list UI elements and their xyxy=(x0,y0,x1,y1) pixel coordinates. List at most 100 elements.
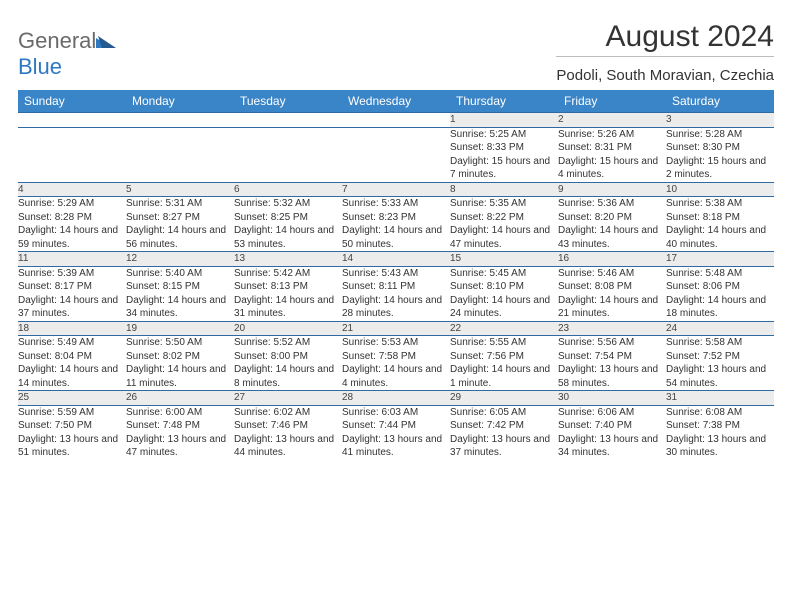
day-info-line: Sunset: 8:13 PM xyxy=(234,280,342,294)
day-number: 6 xyxy=(234,182,342,197)
day-info xyxy=(126,127,234,182)
day-info: Sunrise: 5:59 AMSunset: 7:50 PMDaylight:… xyxy=(18,405,126,460)
day-number: 10 xyxy=(666,182,774,197)
daynum-row: 18192021222324 xyxy=(18,321,774,336)
day-info-line: Daylight: 14 hours and 18 minutes. xyxy=(666,294,774,321)
day-info-line: Daylight: 13 hours and 41 minutes. xyxy=(342,433,450,460)
day-info-line: Sunrise: 6:00 AM xyxy=(126,406,234,420)
day-info: Sunrise: 6:02 AMSunset: 7:46 PMDaylight:… xyxy=(234,405,342,460)
day-info: Sunrise: 5:50 AMSunset: 8:02 PMDaylight:… xyxy=(126,336,234,391)
day-info-line: Sunset: 8:25 PM xyxy=(234,211,342,225)
day-info-line: Sunrise: 5:53 AM xyxy=(342,336,450,350)
day-number: 9 xyxy=(558,182,666,197)
day-info-line: Daylight: 13 hours and 47 minutes. xyxy=(126,433,234,460)
day-info-line: Daylight: 13 hours and 44 minutes. xyxy=(234,433,342,460)
day-info-line: Sunset: 8:20 PM xyxy=(558,211,666,225)
day-info: Sunrise: 5:32 AMSunset: 8:25 PMDaylight:… xyxy=(234,197,342,252)
month-title: August 2024 xyxy=(556,20,774,54)
day-info: Sunrise: 5:31 AMSunset: 8:27 PMDaylight:… xyxy=(126,197,234,252)
day-info: Sunrise: 5:33 AMSunset: 8:23 PMDaylight:… xyxy=(342,197,450,252)
day-number: 28 xyxy=(342,391,450,406)
day-info-line: Sunset: 8:30 PM xyxy=(666,141,774,155)
day-info: Sunrise: 5:28 AMSunset: 8:30 PMDaylight:… xyxy=(666,127,774,182)
day-info: Sunrise: 5:26 AMSunset: 8:31 PMDaylight:… xyxy=(558,127,666,182)
day-info-line: Sunset: 8:22 PM xyxy=(450,211,558,225)
day-number: 16 xyxy=(558,252,666,267)
day-info-line: Sunrise: 5:48 AM xyxy=(666,267,774,281)
day-info-line: Daylight: 13 hours and 30 minutes. xyxy=(666,433,774,460)
day-info-line: Sunrise: 6:08 AM xyxy=(666,406,774,420)
day-info-line: Daylight: 14 hours and 31 minutes. xyxy=(234,294,342,321)
day-info: Sunrise: 6:05 AMSunset: 7:42 PMDaylight:… xyxy=(450,405,558,460)
day-info-line: Sunrise: 5:38 AM xyxy=(666,197,774,211)
day-info-line: Daylight: 14 hours and 53 minutes. xyxy=(234,224,342,251)
day-info-line: Sunrise: 6:06 AM xyxy=(558,406,666,420)
day-info: Sunrise: 5:46 AMSunset: 8:08 PMDaylight:… xyxy=(558,266,666,321)
day-number: 26 xyxy=(126,391,234,406)
day-number: 19 xyxy=(126,321,234,336)
day-number: 30 xyxy=(558,391,666,406)
day-number: 21 xyxy=(342,321,450,336)
daynum-row: 25262728293031 xyxy=(18,391,774,406)
day-number: 17 xyxy=(666,252,774,267)
day-info-line: Daylight: 13 hours and 51 minutes. xyxy=(18,433,126,460)
day-info: Sunrise: 6:00 AMSunset: 7:48 PMDaylight:… xyxy=(126,405,234,460)
day-info-line: Sunrise: 5:56 AM xyxy=(558,336,666,350)
day-info-line: Sunrise: 5:26 AM xyxy=(558,128,666,142)
day-info-line: Sunset: 7:38 PM xyxy=(666,419,774,433)
day-info: Sunrise: 5:49 AMSunset: 8:04 PMDaylight:… xyxy=(18,336,126,391)
day-info-line: Sunrise: 5:35 AM xyxy=(450,197,558,211)
day-info-line: Daylight: 14 hours and 28 minutes. xyxy=(342,294,450,321)
day-info-line: Daylight: 14 hours and 43 minutes. xyxy=(558,224,666,251)
day-info-line: Sunset: 8:11 PM xyxy=(342,280,450,294)
day-number xyxy=(126,113,234,128)
day-info-line: Sunrise: 5:49 AM xyxy=(18,336,126,350)
logo-word-blue: Blue xyxy=(18,54,62,79)
day-info-line: Sunrise: 5:59 AM xyxy=(18,406,126,420)
day-info: Sunrise: 5:35 AMSunset: 8:22 PMDaylight:… xyxy=(450,197,558,252)
day-info: Sunrise: 5:55 AMSunset: 7:56 PMDaylight:… xyxy=(450,336,558,391)
day-number: 15 xyxy=(450,252,558,267)
location: Podoli, South Moravian, Czechia xyxy=(556,67,774,84)
info-row: Sunrise: 5:25 AMSunset: 8:33 PMDaylight:… xyxy=(18,127,774,182)
day-info-line: Sunset: 7:56 PM xyxy=(450,350,558,364)
day-info: Sunrise: 5:48 AMSunset: 8:06 PMDaylight:… xyxy=(666,266,774,321)
info-row: Sunrise: 5:49 AMSunset: 8:04 PMDaylight:… xyxy=(18,336,774,391)
info-row: Sunrise: 5:59 AMSunset: 7:50 PMDaylight:… xyxy=(18,405,774,460)
day-number: 25 xyxy=(18,391,126,406)
day-info-line: Sunrise: 5:45 AM xyxy=(450,267,558,281)
day-info-line: Sunrise: 5:36 AM xyxy=(558,197,666,211)
day-number: 27 xyxy=(234,391,342,406)
day-number: 22 xyxy=(450,321,558,336)
day-info-line: Sunrise: 5:52 AM xyxy=(234,336,342,350)
day-info: Sunrise: 5:38 AMSunset: 8:18 PMDaylight:… xyxy=(666,197,774,252)
logo-triangle-icon xyxy=(96,28,118,54)
logo: GeneralBlue xyxy=(18,20,118,80)
day-info-line: Sunset: 7:52 PM xyxy=(666,350,774,364)
day-info-line: Sunset: 7:46 PM xyxy=(234,419,342,433)
day-info-line: Daylight: 14 hours and 56 minutes. xyxy=(126,224,234,251)
day-info: Sunrise: 5:39 AMSunset: 8:17 PMDaylight:… xyxy=(18,266,126,321)
calendar-table: Sunday Monday Tuesday Wednesday Thursday… xyxy=(18,90,774,460)
day-info-line: Daylight: 14 hours and 50 minutes. xyxy=(342,224,450,251)
day-info-line: Daylight: 14 hours and 14 minutes. xyxy=(18,363,126,390)
day-info-line: Sunset: 7:44 PM xyxy=(342,419,450,433)
day-number xyxy=(342,113,450,128)
day-info-line: Daylight: 14 hours and 4 minutes. xyxy=(342,363,450,390)
day-info-line: Daylight: 14 hours and 24 minutes. xyxy=(450,294,558,321)
day-info-line: Sunrise: 5:28 AM xyxy=(666,128,774,142)
day-info-line: Daylight: 14 hours and 47 minutes. xyxy=(450,224,558,251)
day-info: Sunrise: 5:29 AMSunset: 8:28 PMDaylight:… xyxy=(18,197,126,252)
day-number: 11 xyxy=(18,252,126,267)
day-info-line: Daylight: 14 hours and 11 minutes. xyxy=(126,363,234,390)
day-number: 20 xyxy=(234,321,342,336)
day-info: Sunrise: 5:43 AMSunset: 8:11 PMDaylight:… xyxy=(342,266,450,321)
day-info-line: Sunrise: 6:03 AM xyxy=(342,406,450,420)
day-number: 4 xyxy=(18,182,126,197)
day-info-line: Sunrise: 5:50 AM xyxy=(126,336,234,350)
title-block: August 2024 Podoli, South Moravian, Czec… xyxy=(556,20,774,84)
day-info-line: Daylight: 15 hours and 2 minutes. xyxy=(666,155,774,182)
day-info-line: Sunset: 8:18 PM xyxy=(666,211,774,225)
weekday-header: Wednesday xyxy=(342,90,450,113)
day-info: Sunrise: 6:03 AMSunset: 7:44 PMDaylight:… xyxy=(342,405,450,460)
